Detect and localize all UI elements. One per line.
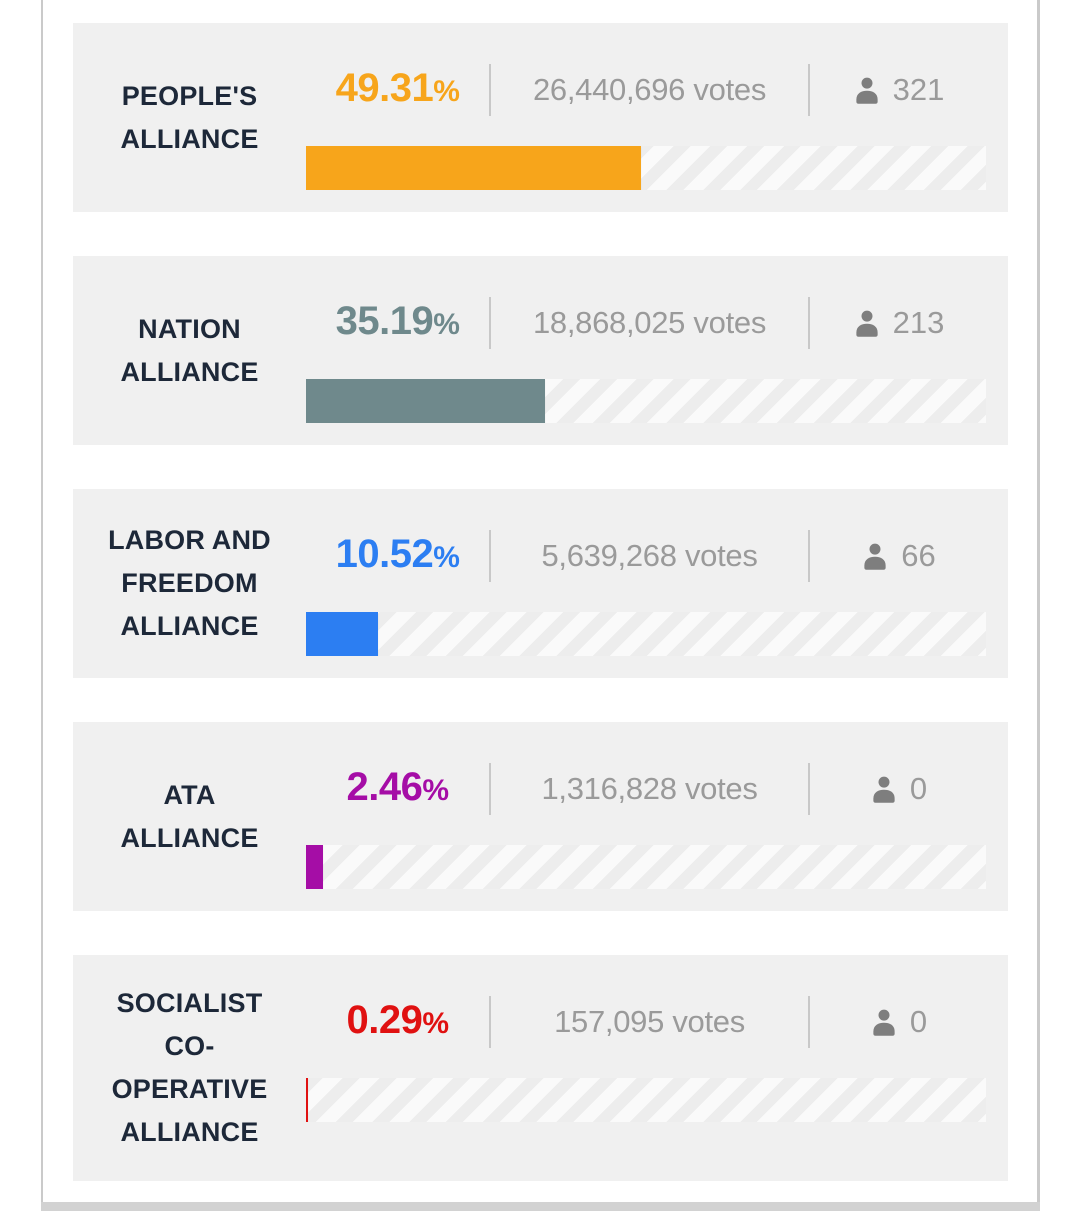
stats-row: 0.29% 157,095 votes 0: [306, 955, 986, 1049]
alliance-card: SOCIALIST CO-OPERATIVE ALLIANCE 0.29% 15…: [73, 955, 1008, 1181]
percent-sign: %: [433, 75, 460, 108]
votes-value: 5,639,268 votes: [541, 538, 758, 573]
alliance-name: ATA ALLIANCE: [120, 779, 259, 853]
alliance-name-column: LABOR AND FREEDOM ALLIANCE: [73, 492, 306, 675]
vote-share-bar-track: [306, 845, 986, 889]
stats-row: 2.46% 1,316,828 votes 0: [306, 722, 986, 816]
stats-row: 49.31% 26,440,696 votes 321: [306, 23, 986, 117]
alliance-stats: 10.52% 5,639,268 votes 66: [306, 489, 986, 656]
vote-share-bar-fill: [306, 379, 546, 423]
seats-cell: 0: [810, 1004, 986, 1040]
person-icon: [864, 543, 886, 570]
bottom-divider: [41, 1202, 1040, 1211]
person-icon: [856, 77, 878, 104]
alliance-name-column: PEOPLE'S ALLIANCE: [73, 48, 306, 188]
alliance-stats: 49.31% 26,440,696 votes 321: [306, 23, 986, 190]
seats-value: 213: [892, 305, 945, 340]
percent-number: 10.52: [335, 532, 434, 576]
alliance-card: ATA ALLIANCE 2.46% 1,316,828 votes 0: [73, 722, 1008, 911]
seats-value: 321: [892, 72, 945, 107]
vote-share-bar-track: [306, 1078, 986, 1122]
person-icon: [873, 1009, 895, 1036]
stat-divider: [489, 996, 491, 1048]
alliance-card: NATION ALLIANCE 35.19% 18,868,025 votes …: [73, 256, 1008, 445]
vote-share-bar-fill: [306, 612, 378, 656]
seats-cell: 66: [810, 538, 986, 574]
page-left-border: [41, 0, 43, 1211]
stat-divider: [808, 297, 810, 349]
seats-cell: 0: [810, 771, 986, 807]
alliance-name-column: ATA ALLIANCE: [73, 747, 306, 887]
vote-share-bar-track: [306, 379, 986, 423]
alliance-name: PEOPLE'S ALLIANCE: [120, 80, 259, 154]
stat-divider: [808, 64, 810, 116]
stat-divider: [489, 530, 491, 582]
alliance-card: PEOPLE'S ALLIANCE 49.31% 26,440,696 vote…: [73, 23, 1008, 212]
percent-value: 49.31%: [306, 63, 489, 117]
percent-value: 2.46%: [306, 762, 489, 816]
alliance-stats: 0.29% 157,095 votes 0: [306, 955, 986, 1122]
vote-share-bar-track: [306, 612, 986, 656]
person-icon: [873, 776, 895, 803]
vote-share-bar-fill: [306, 1078, 308, 1122]
percent-value: 10.52%: [306, 529, 489, 583]
page-right-border: [1037, 0, 1040, 1211]
alliance-name-column: NATION ALLIANCE: [73, 281, 306, 421]
alliance-card: LABOR AND FREEDOM ALLIANCE 10.52% 5,639,…: [73, 489, 1008, 678]
vote-share-bar-track: [306, 146, 986, 190]
stats-row: 35.19% 18,868,025 votes 213: [306, 256, 986, 350]
votes-value: 157,095 votes: [554, 1004, 745, 1039]
vote-share-bar-fill: [306, 146, 642, 190]
percent-sign: %: [433, 541, 460, 574]
votes-value: 18,868,025 votes: [532, 305, 767, 340]
percent-number: 0.29: [346, 998, 423, 1042]
seats-value: 0: [909, 1004, 928, 1039]
percent-number: 2.46: [346, 765, 423, 809]
seats-value: 0: [909, 771, 928, 806]
stat-divider: [808, 763, 810, 815]
alliance-stats: 2.46% 1,316,828 votes 0: [306, 722, 986, 889]
stat-divider: [808, 996, 810, 1048]
seats-cell: 213: [810, 305, 986, 341]
percent-sign: %: [422, 1007, 449, 1040]
vote-share-bar-fill: [306, 845, 323, 889]
percent-number: 49.31: [335, 66, 434, 110]
person-icon: [856, 310, 878, 337]
seats-cell: 321: [810, 72, 986, 108]
stat-divider: [489, 297, 491, 349]
votes-value: 1,316,828 votes: [541, 771, 758, 806]
stats-row: 10.52% 5,639,268 votes 66: [306, 489, 986, 583]
alliance-name-column: SOCIALIST CO-OPERATIVE ALLIANCE: [73, 955, 306, 1181]
percent-sign: %: [422, 774, 449, 807]
seats-value: 66: [901, 538, 936, 573]
percent-value: 0.29%: [306, 995, 489, 1049]
stat-divider: [489, 763, 491, 815]
percent-sign: %: [433, 308, 460, 341]
stat-divider: [808, 530, 810, 582]
election-results-list: PEOPLE'S ALLIANCE 49.31% 26,440,696 vote…: [73, 23, 1008, 1211]
stat-divider: [489, 64, 491, 116]
alliance-name: SOCIALIST CO-OPERATIVE ALLIANCE: [111, 988, 268, 1147]
alliance-name: NATION ALLIANCE: [120, 313, 259, 387]
alliance-stats: 35.19% 18,868,025 votes 213: [306, 256, 986, 423]
percent-number: 35.19: [335, 299, 434, 343]
votes-value: 26,440,696 votes: [532, 72, 767, 107]
percent-value: 35.19%: [306, 296, 489, 350]
alliance-name: LABOR AND FREEDOM ALLIANCE: [108, 525, 271, 641]
